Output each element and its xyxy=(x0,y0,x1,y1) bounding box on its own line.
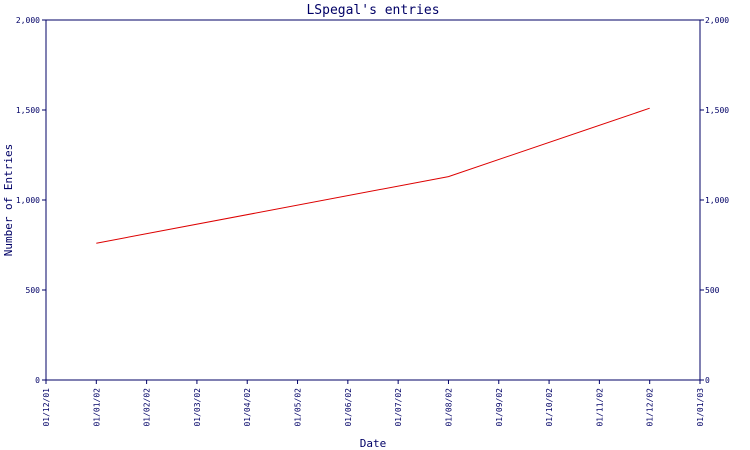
plot-area-frame xyxy=(45,19,701,381)
y-axis-left: 0 500 1,000 1,500 2,000 xyxy=(16,16,46,385)
series-layer xyxy=(96,107,650,244)
y-tick-left-label: 1,500 xyxy=(16,106,40,115)
x-tick-label: 01/12/02 xyxy=(646,388,655,427)
y-axis-label: Number of Entries xyxy=(2,144,15,257)
y-tick-left-label: 1,000 xyxy=(16,196,40,205)
x-axis-label: Date xyxy=(360,437,387,450)
series-line xyxy=(96,107,650,244)
chart-title: LSpegal's entries xyxy=(306,3,439,18)
y-tick-left-label: 0 xyxy=(35,376,40,385)
x-tick-label: 01/08/02 xyxy=(444,388,453,427)
x-tick-label: 01/07/02 xyxy=(394,388,403,427)
x-axis: 01/12/01 01/01/02 01/02/02 01/03/02 01/04/02… xyxy=(42,380,705,427)
x-tick-label: 01/05/02 xyxy=(294,388,303,427)
x-tick-label: 01/06/02 xyxy=(344,388,353,427)
x-tick-label: 01/03/02 xyxy=(193,388,202,427)
y-tick-right-label: 500 xyxy=(705,286,720,295)
y-tick-left-label: 500 xyxy=(26,286,41,295)
y-tick-right-label: 0 xyxy=(705,376,710,385)
x-tick-label: 01/12/01 xyxy=(42,388,51,427)
x-tick-label: 01/10/02 xyxy=(545,388,554,427)
y-axis-right: 0 500 1,000 1,500 2,000 xyxy=(700,16,729,385)
y-tick-right-label: 1,000 xyxy=(705,196,729,205)
x-tick-label: 01/11/02 xyxy=(595,388,604,427)
y-tick-right-label: 1,500 xyxy=(705,106,729,115)
x-tick-label: 01/01/02 xyxy=(92,388,101,427)
x-tick-label: 01/09/02 xyxy=(495,388,504,427)
x-tick-label: 01/02/02 xyxy=(143,388,152,427)
x-tick-label: 01/01/03 xyxy=(696,388,705,427)
x-tick-label: 01/04/02 xyxy=(243,388,252,427)
y-tick-left-label: 2,000 xyxy=(16,16,40,25)
y-tick-right-label: 2,000 xyxy=(705,16,729,25)
